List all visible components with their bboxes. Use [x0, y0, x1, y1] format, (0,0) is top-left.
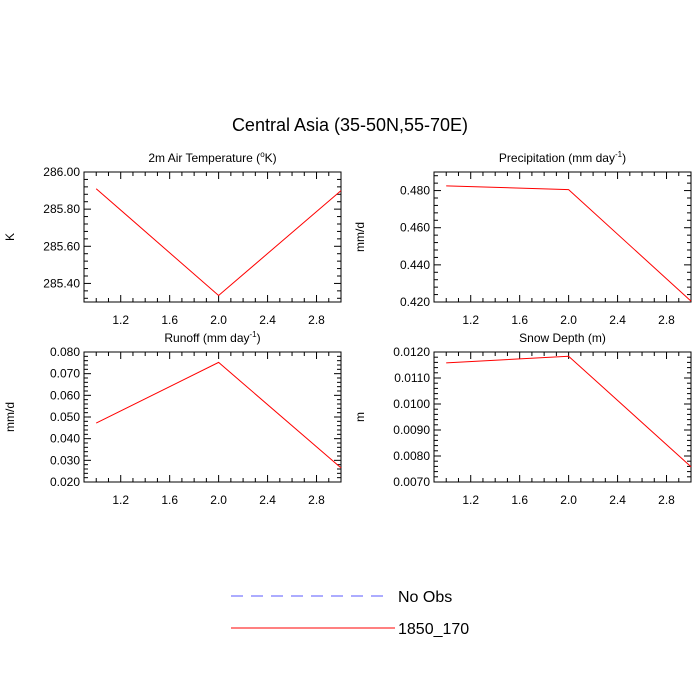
x-tick-label: 2.8	[308, 313, 325, 327]
panels: 2m Air Temperature (oK) K 1.2 1.6 2.0 2.4 2.8 2…	[3, 150, 692, 507]
y-axis-label: mm/d	[353, 222, 367, 252]
x-tick-label: 2.4	[259, 493, 276, 507]
panel-title-main: 2m Air Temperature (	[148, 151, 260, 165]
y-tick-label: 0.0090	[393, 423, 430, 437]
panel-title: Precipitation (mm day-1)	[499, 150, 626, 165]
y-tick-label: 0.0110	[394, 371, 430, 385]
y-axis-label: mm/d	[3, 402, 17, 432]
panel-title-end: K)	[265, 151, 277, 165]
y-axis-label: m	[353, 412, 367, 422]
series-line-1850-170	[446, 355, 692, 468]
x-tick-label: 1.2	[462, 493, 479, 507]
legend: No Obs 1850_170	[231, 589, 469, 638]
y-tick-label: 0.0100	[393, 397, 430, 411]
legend-label-no-obs: No Obs	[398, 589, 452, 606]
plot-frame	[433, 351, 692, 483]
y-tick-label: 0.480	[400, 184, 430, 198]
x-tick-label: 2.4	[609, 313, 626, 327]
figure-title: Central Asia (35-50N,55-70E)	[231, 115, 469, 135]
y-tick-label: 0.020	[50, 475, 80, 489]
x-tick-label: 2.0	[210, 493, 227, 507]
panel-1: 2m Air Temperature (oK) K 1.2 1.6 2.0 2.4 2.8 2…	[3, 150, 342, 327]
y-tick-label: 286.00	[43, 165, 80, 179]
x-tick-label: 1.6	[161, 493, 178, 507]
x-tick-label: 1.6	[511, 313, 528, 327]
x-tick-label: 1.2	[112, 313, 129, 327]
y-tick-label: 0.440	[400, 258, 430, 272]
x-tick-label: 2.8	[658, 493, 675, 507]
panel-title: Snow Depth (m)	[519, 331, 606, 345]
y-tick-label: 0.030	[50, 453, 80, 467]
legend-label-1850-170: 1850_170	[398, 621, 469, 638]
plot-frame	[83, 351, 342, 483]
panel-title-sup: -1	[615, 150, 623, 159]
x-tick-label: 1.6	[161, 313, 178, 327]
x-tick-label: 1.6	[511, 493, 528, 507]
y-tick-label: 0.460	[400, 221, 430, 235]
y-tick-label: 285.80	[43, 202, 80, 216]
plot-frame	[83, 171, 342, 303]
x-tick-label: 2.8	[658, 313, 675, 327]
x-tick-label: 1.2	[462, 313, 479, 327]
x-tick-label: 2.0	[560, 493, 577, 507]
y-tick-label: 0.0120	[393, 345, 430, 359]
y-tick-label: 0.0070	[393, 475, 430, 489]
y-tick-label: 0.070	[50, 367, 80, 381]
panel-title-sup: -1	[250, 330, 258, 339]
series-line-1850-170	[95, 188, 342, 297]
panel-title-main: Snow Depth (m)	[519, 331, 606, 345]
x-tick-label: 2.4	[609, 493, 626, 507]
x-tick-label: 2.4	[259, 313, 276, 327]
panel-4: Snow Depth (m) m 1.2 1.6 2.0 2.4 2.8 0.0070 0.00…	[353, 331, 692, 507]
panel-title-end: )	[622, 151, 626, 165]
y-tick-label: 285.40	[43, 276, 80, 290]
x-tick-label: 2.0	[560, 313, 577, 327]
y-tick-label: 0.040	[50, 432, 80, 446]
series-line-1850-170	[446, 185, 692, 302]
y-tick-label: 285.60	[43, 239, 80, 253]
y-tick-label: 0.050	[50, 410, 80, 424]
y-tick-label: 0.0080	[393, 449, 430, 463]
panel-title-sup: o	[260, 150, 265, 159]
x-tick-label: 1.2	[112, 493, 129, 507]
x-tick-label: 2.8	[308, 493, 325, 507]
panel-title: 2m Air Temperature (oK)	[148, 150, 276, 165]
y-tick-label: 0.080	[50, 345, 80, 359]
panel-title: Runoff (mm day-1)	[164, 330, 260, 345]
plot-frame	[433, 171, 692, 303]
panel-2: Precipitation (mm day-1) mm/d 1.2 1.6 2.0 2.4…	[353, 150, 692, 327]
panel-title-main: Runoff (mm day	[164, 331, 249, 345]
y-tick-label: 0.420	[400, 295, 430, 309]
panel-title-end: )	[257, 331, 261, 345]
x-tick-label: 2.0	[210, 313, 227, 327]
y-axis-label: K	[3, 233, 17, 241]
series-line-1850-170	[95, 361, 342, 469]
panel-title-main: Precipitation (mm day	[499, 151, 615, 165]
y-tick-label: 0.060	[50, 388, 80, 402]
panel-3: Runoff (mm day-1) mm/d 1.2 1.6 2.0 2.4 2.8 0.02…	[3, 330, 342, 507]
